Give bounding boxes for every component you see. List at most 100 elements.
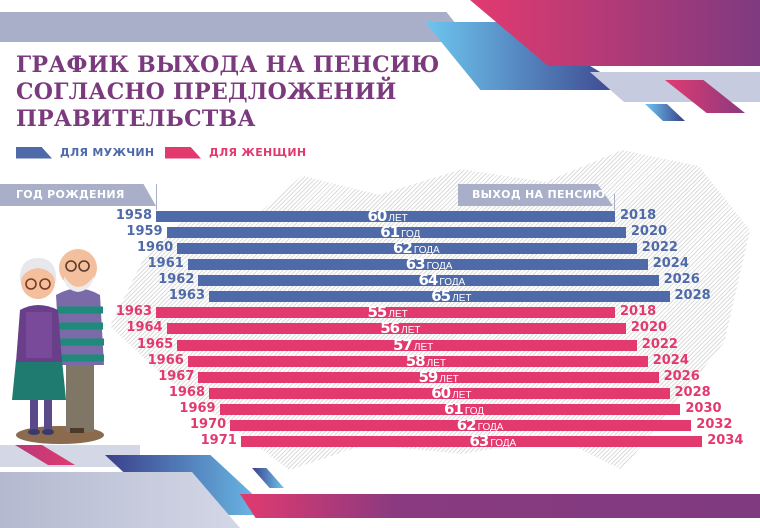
retirement-age-label: 60 ЛЕТ [368, 208, 408, 225]
age-value: 60 [367, 207, 388, 225]
deco-magenta-band-bottom [240, 494, 760, 518]
age-value: 55 [367, 303, 388, 322]
age-value: 61 [444, 399, 464, 418]
page-title: ГРАФИК ВЫХОДА НА ПЕНСИЮ СОГЛАСНО ПРЕДЛОЖ… [16, 52, 440, 133]
retirement-bar [166, 227, 626, 239]
retirement-age-label: 62 ГОДА [457, 417, 504, 434]
retirement-age-label: 63 ГОДА [406, 256, 453, 273]
retirement-year-label: 2024 [652, 256, 689, 272]
retirement-year-label: 2024 [652, 352, 689, 368]
chart-row-women: 1968 60 ЛЕТ 2028 [0, 384, 760, 402]
age-value: 60 [431, 383, 451, 402]
retirement-bar [156, 211, 615, 222]
age-value: 63 [405, 255, 426, 274]
age-value: 59 [418, 367, 439, 386]
birth-year-label: 1970 [190, 416, 227, 432]
age-value: 61 [380, 223, 400, 242]
chart-row-women: 1970 62 ГОДА 2032 [0, 416, 760, 434]
retirement-year-label: 2028 [674, 288, 711, 304]
age-unit: ГОДА [413, 245, 440, 257]
header-retirement-divider [614, 194, 615, 210]
chart-row-men: 1958 60 ЛЕТ 2018 [0, 208, 760, 225]
retirement-bar [209, 387, 670, 399]
retirement-age-label: 61 ГОД [444, 401, 484, 418]
retirement-bar [156, 307, 615, 319]
chart-row-men: 1960 62 ГОДА 2022 [0, 240, 760, 257]
title-line-1: ГРАФИК ВЫХОДА НА ПЕНСИЮ [16, 52, 440, 78]
birth-year-label: 1961 [147, 256, 184, 272]
retirement-bar [166, 323, 626, 335]
chart-row-women: 1971 63 ГОДА 2034 [0, 432, 760, 450]
retirement-year-label: 2020 [630, 224, 668, 240]
retirement-bar [187, 355, 648, 367]
birth-year-label: 1969 [179, 400, 216, 416]
age-value: 63 [469, 431, 490, 450]
retirement-age-label: 59 ЛЕТ [419, 369, 459, 386]
retirement-year-label: 2018 [620, 208, 657, 223]
retirement-year-label: 2020 [630, 320, 668, 336]
retirement-year-label: 2032 [696, 416, 733, 432]
legend-men-label: ДЛЯ МУЖЧИН [60, 146, 155, 159]
age-unit: ГОДА [490, 437, 517, 449]
retirement-bar [177, 339, 637, 351]
header-birth-year-divider [156, 184, 157, 210]
retirement-bar [240, 435, 703, 447]
retirement-age-label: 58 ЛЕТ [406, 353, 446, 370]
birth-year-label: 1964 [126, 320, 163, 336]
age-unit: ЛЕТ [426, 357, 446, 369]
legend-women: ДЛЯ ЖЕНЩИН [165, 146, 306, 159]
birth-year-label: 1966 [147, 352, 184, 368]
retirement-age-label: 62 ГОДА [393, 240, 440, 257]
legend-men-swatch-icon [16, 146, 52, 159]
chart-row-men: 1963 65 ЛЕТ 2028 [0, 288, 760, 305]
age-value: 57 [393, 335, 413, 354]
deco-gray-band-top [0, 12, 470, 42]
age-unit: ЛЕТ [401, 325, 421, 337]
birth-year-label: 1960 [137, 240, 174, 256]
retirement-year-label: 2026 [663, 368, 700, 384]
age-value: 62 [393, 239, 413, 258]
age-unit: ЛЕТ [452, 293, 472, 305]
birth-year-label: 1968 [168, 384, 205, 400]
retirement-age-label: 64 ГОДА [419, 272, 466, 289]
retirement-bar [209, 291, 670, 303]
chart-row-women: 1964 56 ЛЕТ 2020 [0, 320, 760, 337]
retirement-bar [198, 371, 659, 383]
age-unit: ГОД [401, 229, 421, 241]
age-value: 58 [405, 351, 426, 370]
birth-year-label: 1965 [137, 336, 174, 352]
chart-row-women: 1966 58 ЛЕТ 2024 [0, 352, 760, 370]
retirement-bar [219, 403, 681, 415]
retirement-age-label: 56 ЛЕТ [380, 320, 420, 337]
birth-year-label: 1963 [115, 304, 152, 320]
age-unit: ГОДА [477, 421, 504, 433]
retirement-age-label: 60 ЛЕТ [431, 385, 471, 402]
legend-women-swatch-icon [165, 146, 201, 159]
retirement-year-label: 2026 [663, 272, 700, 288]
elderly-couple-illustration [12, 249, 104, 444]
legend-women-label: ДЛЯ ЖЕНЩИН [209, 146, 307, 159]
retirement-bar [177, 243, 637, 255]
retirement-year-label: 2022 [641, 240, 678, 256]
chart-row-women: 1969 61 ГОД 2030 [0, 400, 760, 418]
retirement-year-label: 2034 [707, 432, 744, 448]
retirement-year-label: 2028 [674, 384, 711, 400]
age-unit: ЛЕТ [413, 341, 434, 353]
birth-year-label: 1962 [158, 272, 195, 288]
age-unit: ЛЕТ [388, 213, 408, 224]
retirement-age-label: 63 ГОДА [470, 433, 517, 450]
chart-row-men: 1961 63 ГОДА 2024 [0, 256, 760, 273]
age-value: 64 [418, 271, 439, 290]
retirement-bar [198, 275, 659, 287]
age-value: 65 [431, 287, 451, 306]
age-unit: ЛЕТ [388, 309, 408, 321]
chart-row-women: 1963 55 ЛЕТ 2018 [0, 303, 760, 322]
age-unit: ЛЕТ [439, 373, 459, 385]
title-line-2: СОГЛАСНО ПРЕДЛОЖЕНИЙ [16, 79, 397, 105]
deco-gray-band-bottom [0, 472, 240, 528]
retirement-age-label: 65 ЛЕТ [431, 288, 471, 305]
chart-row-women: 1967 59 ЛЕТ 2026 [0, 368, 760, 386]
retirement-year-label: 2022 [641, 336, 678, 352]
age-unit: ГОДА [426, 261, 453, 273]
age-unit: ЛЕТ [452, 389, 472, 401]
